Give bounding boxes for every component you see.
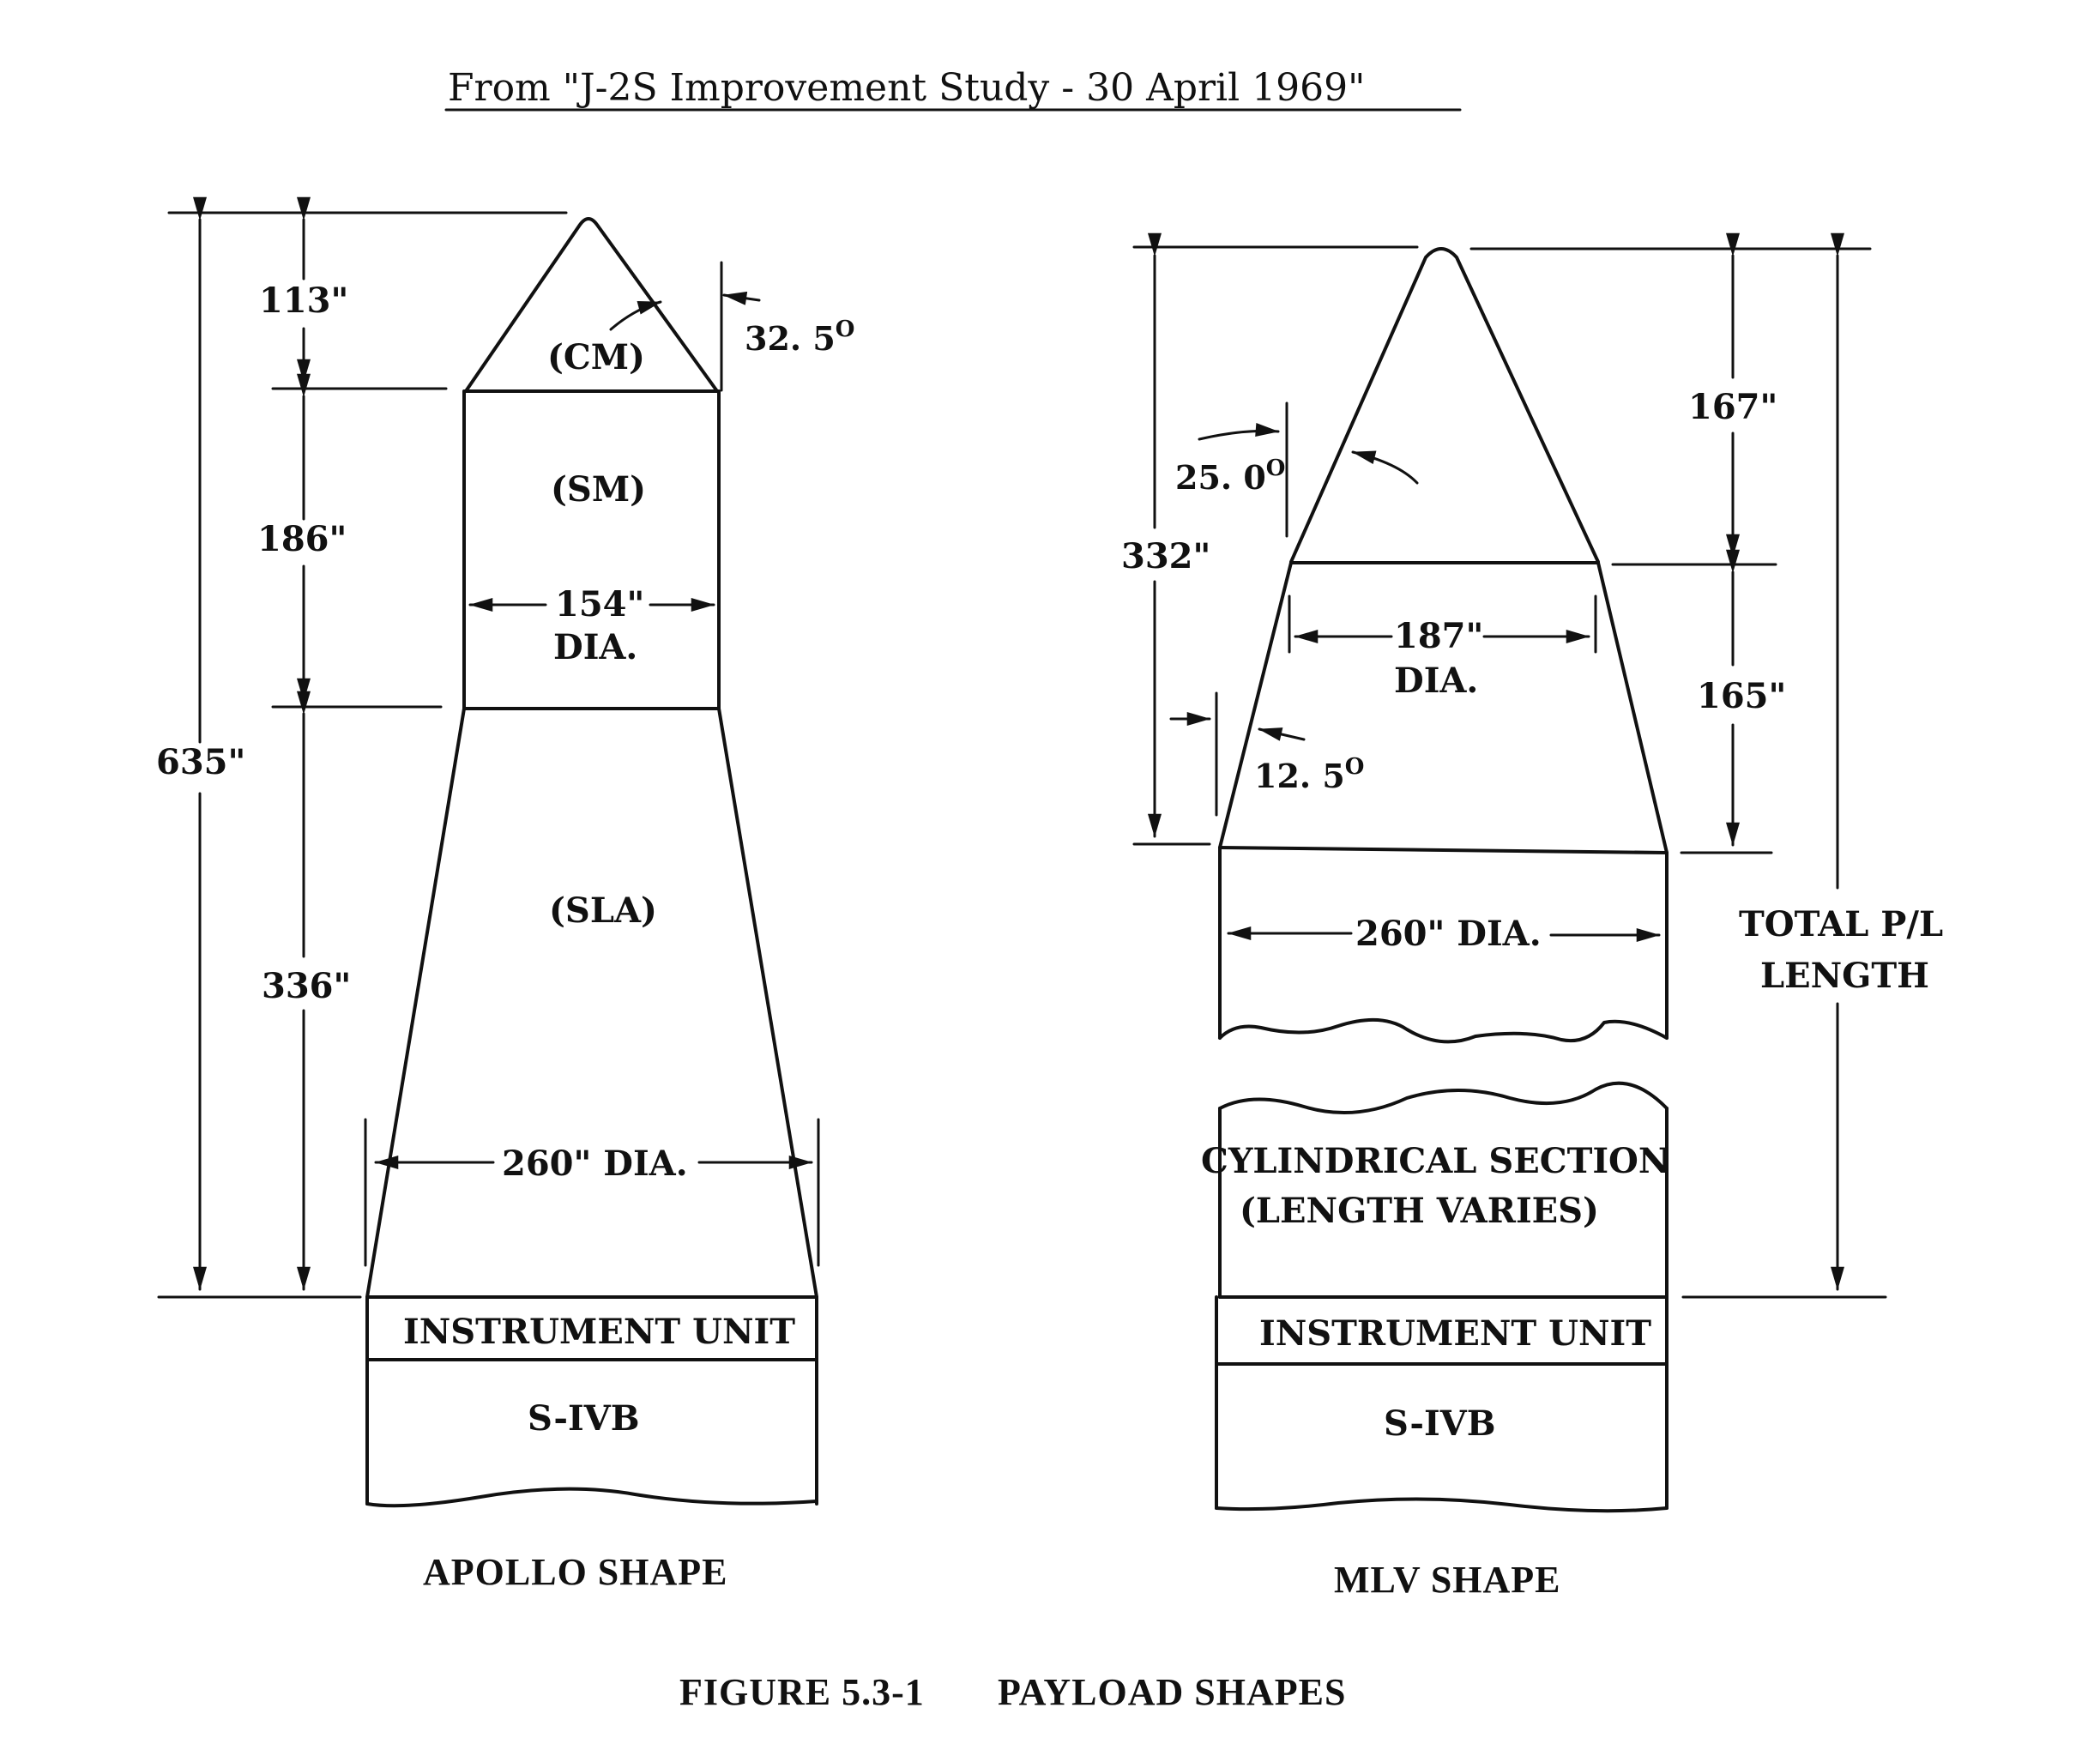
mlv-dia-260-label: 260" DIA.: [1355, 914, 1542, 954]
apollo-dim-186-label: 186": [257, 519, 347, 559]
mlv-break-line-lower: [1218, 1081, 1669, 1115]
apollo-sla-label: (SLA): [549, 890, 657, 931]
figure-caption: FIGURE 5.3-1 PAYLOAD SHAPES: [679, 1671, 1346, 1713]
mlv-dim-332-label: 332": [1121, 536, 1210, 576]
apollo-dia-154-suffix: DIA.: [553, 627, 637, 667]
mlv-s-ivb-label: S-IVB: [1384, 1403, 1496, 1444]
mlv-dim-165-label: 165": [1697, 676, 1786, 716]
mlv-dia-187-suffix: DIA.: [1394, 661, 1478, 701]
mlv-dia-187-label: 187": [1394, 616, 1483, 656]
mlv-instrument-unit-frame: [1215, 1295, 1669, 1510]
mlv-cylinder-upper: [1218, 846, 1669, 1040]
apollo-angle-arrow-right: [722, 291, 761, 305]
apollo-cm-label: (CM): [547, 337, 645, 377]
apollo-sm-label: (SM): [551, 469, 646, 510]
mlv-dim-167-label: 167": [1688, 387, 1777, 427]
mlv-total-length-label-1: TOTAL P/L: [1739, 904, 1943, 944]
mlv-break-line-upper: [1218, 1017, 1669, 1044]
mlv-angle-12-label: 12. 5O: [1254, 754, 1364, 795]
apollo-shape: 635" 113" 186" 336" 32. 5O (CM) (SM) (SL…: [156, 196, 854, 1593]
apollo-shape-label: APOLLO SHAPE: [423, 1551, 728, 1593]
mlv-angle-12-arrow-right: [1258, 727, 1306, 741]
apollo-dia-154-label: 154": [555, 584, 644, 625]
apollo-sla-adapter: [365, 707, 818, 1299]
mlv-cylindrical-section-label: CYLINDRICAL SECTION: [1201, 1141, 1669, 1181]
apollo-s-ivb-label: S-IVB: [528, 1398, 640, 1439]
mlv-angle-25-label: 25. 0O: [1175, 456, 1285, 497]
mlv-total-length-label-2: LENGTH: [1760, 956, 1929, 996]
mlv-cylinder-lower: [1218, 1107, 1669, 1299]
apollo-break-line: [365, 1487, 818, 1508]
mlv-nose-cone: [1289, 247, 1600, 564]
source-title-text: From "J-2S Improvement Study - 30 April …: [448, 66, 1365, 110]
figure-title: PAYLOAD SHAPES: [998, 1671, 1346, 1713]
apollo-instrument-unit-label: INSTRUMENT UNIT: [403, 1312, 795, 1352]
mlv-shape: 332" 167" 165" TOTAL P/L LENGTH 25. 0O 1…: [1121, 232, 1943, 1601]
apollo-angle-label: 32. 5O: [745, 317, 854, 358]
source-title: From "J-2S Improvement Study - 30 April …: [444, 66, 1462, 112]
mlv-break-line-bottom: [1215, 1497, 1669, 1513]
apollo-angle-arc: [609, 300, 662, 331]
mlv-length-varies-label: (LENGTH VARIES): [1240, 1191, 1599, 1231]
figure-number: FIGURE 5.3-1: [679, 1671, 925, 1713]
apollo-dim-336-label: 336": [262, 966, 351, 1006]
mlv-frustum-base: [1218, 846, 1669, 854]
mlv-frustum: [1218, 561, 1669, 854]
apollo-dia-260-label: 260" DIA.: [502, 1144, 688, 1184]
mlv-instrument-unit-label: INSTRUMENT UNIT: [1259, 1313, 1651, 1354]
mlv-angle-25-arc: [1351, 450, 1419, 485]
apollo-instrument-unit-frame: [365, 1295, 818, 1506]
mlv-shape-label: MLV SHAPE: [1334, 1559, 1561, 1601]
mlv-angle-25-arrow: [1198, 423, 1280, 441]
apollo-dim-635-label: 635": [156, 742, 245, 782]
apollo-cm-cone: [464, 217, 719, 393]
apollo-dim-113-label: 113": [259, 281, 348, 321]
